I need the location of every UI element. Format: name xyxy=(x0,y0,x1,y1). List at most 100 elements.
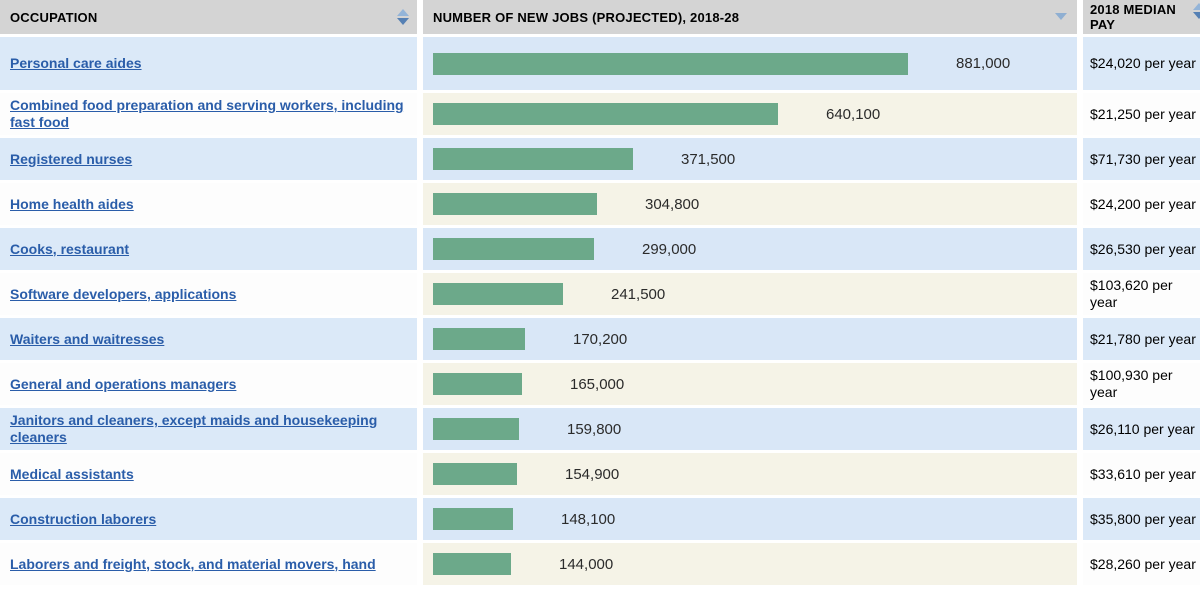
table-row: Laborers and freight, stock, and materia… xyxy=(0,543,1200,585)
sort-both-icon[interactable] xyxy=(1193,3,1200,19)
column-header-new-jobs-label: NUMBER OF NEW JOBS (PROJECTED), 2018-28 xyxy=(433,9,740,25)
median-pay-value: $103,620 per year xyxy=(1090,277,1173,310)
chevron-down-icon xyxy=(1055,13,1067,20)
new-jobs-bar xyxy=(433,328,525,350)
occupation-cell: Cooks, restaurant xyxy=(0,228,417,270)
new-jobs-cell: 299,000 xyxy=(423,228,1077,270)
occupation-link[interactable]: Waiters and waitresses xyxy=(10,330,165,347)
median-pay-value: $21,780 per year xyxy=(1090,330,1196,347)
new-jobs-cell: 304,800 xyxy=(423,183,1077,225)
new-jobs-value: 371,500 xyxy=(681,150,736,168)
occupation-cell: Construction laborers xyxy=(0,498,417,540)
new-jobs-value: 170,200 xyxy=(573,330,628,348)
sort-ascending-icon xyxy=(397,9,409,16)
median-pay-value: $24,200 per year xyxy=(1090,195,1196,212)
table-row: Waiters and waitresses 170,200 $21,780 p… xyxy=(0,318,1200,360)
occupation-link[interactable]: Personal care aides xyxy=(10,55,142,71)
median-pay-cell: $100,930 per year xyxy=(1083,363,1200,405)
column-header-occupation[interactable]: OCCUPATION xyxy=(0,0,417,34)
new-jobs-cell: 144,000 xyxy=(423,543,1077,585)
new-jobs-bar xyxy=(433,553,511,575)
new-jobs-value: 640,100 xyxy=(826,105,881,123)
new-jobs-bar xyxy=(433,373,522,395)
median-pay-value: $100,930 per year xyxy=(1090,367,1173,400)
occupation-link[interactable]: Registered nurses xyxy=(10,150,133,167)
sort-descending-icon[interactable] xyxy=(1055,13,1067,20)
occupation-cell: Laborers and freight, stock, and materia… xyxy=(0,543,417,585)
new-jobs-cell: 371,500 xyxy=(423,138,1077,180)
occupation-cell: Personal care aides xyxy=(0,37,417,90)
new-jobs-bar xyxy=(433,283,563,305)
new-jobs-value: 148,100 xyxy=(561,510,616,528)
median-pay-value: $35,800 per year xyxy=(1090,510,1196,527)
new-jobs-value: 299,000 xyxy=(642,240,697,258)
occupation-cell: General and operations managers xyxy=(0,363,417,405)
table-row: Medical assistants 154,900 $33,610 per y… xyxy=(0,453,1200,495)
sort-both-icon[interactable] xyxy=(397,9,409,25)
table-row: Registered nurses 371,500 $71,730 per ye… xyxy=(0,138,1200,180)
table-row: Combined food preparation and serving wo… xyxy=(0,93,1200,135)
occupation-link[interactable]: Software developers, applications xyxy=(10,285,237,302)
table-row: Personal care aides 881,000 $24,020 per … xyxy=(0,37,1200,90)
occupation-link[interactable]: Home health aides xyxy=(10,195,134,212)
median-pay-value: $71,730 per year xyxy=(1090,150,1196,167)
column-header-median-pay-label: 2018 MEDIAN PAY xyxy=(1090,2,1177,32)
median-pay-value: $28,260 per year xyxy=(1090,555,1196,572)
median-pay-value: $26,530 per year xyxy=(1090,240,1196,257)
occupation-link[interactable]: Laborers and freight, stock, and materia… xyxy=(10,555,376,572)
median-pay-cell: $24,020 per year xyxy=(1083,37,1200,90)
table-row: Home health aides 304,800 $24,200 per ye… xyxy=(0,183,1200,225)
median-pay-cell: $21,250 per year xyxy=(1083,93,1200,135)
new-jobs-cell: 170,200 xyxy=(423,318,1077,360)
median-pay-cell: $35,800 per year xyxy=(1083,498,1200,540)
occupation-cell: Home health aides xyxy=(0,183,417,225)
occupation-link[interactable]: Janitors and cleaners, except maids and … xyxy=(10,412,378,445)
new-jobs-cell: 165,000 xyxy=(423,363,1077,405)
table-row: General and operations managers 165,000 … xyxy=(0,363,1200,405)
occupation-cell: Registered nurses xyxy=(0,138,417,180)
new-jobs-value: 165,000 xyxy=(570,375,625,393)
new-jobs-value: 144,000 xyxy=(559,555,614,573)
median-pay-cell: $26,530 per year xyxy=(1083,228,1200,270)
table-body: Personal care aides 881,000 $24,020 per … xyxy=(0,37,1200,585)
new-jobs-cell: 881,000 xyxy=(423,37,1077,90)
table-header-row: OCCUPATION NUMBER OF NEW JOBS (PROJECTED… xyxy=(0,0,1200,34)
median-pay-cell: $28,260 per year xyxy=(1083,543,1200,585)
sort-ascending-icon xyxy=(1193,3,1200,10)
table-row: Cooks, restaurant 299,000 $26,530 per ye… xyxy=(0,228,1200,270)
occupation-link[interactable]: Combined food preparation and serving wo… xyxy=(10,97,404,130)
new-jobs-value: 159,800 xyxy=(567,420,622,438)
occupation-link[interactable]: Medical assistants xyxy=(10,465,134,482)
occupation-link[interactable]: Construction laborers xyxy=(10,510,157,527)
median-pay-value: $24,020 per year xyxy=(1090,55,1196,71)
occupation-link[interactable]: Cooks, restaurant xyxy=(10,240,130,257)
median-pay-value: $26,110 per year xyxy=(1090,420,1195,437)
occupation-cell: Combined food preparation and serving wo… xyxy=(0,93,417,135)
median-pay-cell: $21,780 per year xyxy=(1083,318,1200,360)
new-jobs-cell: 640,100 xyxy=(423,93,1077,135)
median-pay-cell: $26,110 per year xyxy=(1083,408,1200,450)
new-jobs-value: 881,000 xyxy=(956,55,1011,72)
occupation-link[interactable]: General and operations managers xyxy=(10,375,237,392)
new-jobs-cell: 154,900 xyxy=(423,453,1077,495)
new-jobs-bar xyxy=(433,463,517,485)
table-row: Janitors and cleaners, except maids and … xyxy=(0,408,1200,450)
table-row: Construction laborers 148,100 $35,800 pe… xyxy=(0,498,1200,540)
column-header-median-pay[interactable]: 2018 MEDIAN PAY xyxy=(1083,0,1200,34)
new-jobs-value: 241,500 xyxy=(611,285,666,303)
new-jobs-bar xyxy=(433,418,519,440)
sort-descending-icon xyxy=(1193,12,1200,19)
occupation-cell: Software developers, applications xyxy=(0,273,417,315)
occupation-cell: Medical assistants xyxy=(0,453,417,495)
new-jobs-bar xyxy=(433,508,513,530)
median-pay-cell: $24,200 per year xyxy=(1083,183,1200,225)
new-jobs-bar xyxy=(433,148,633,170)
column-header-new-jobs[interactable]: NUMBER OF NEW JOBS (PROJECTED), 2018-28 xyxy=(423,0,1077,34)
new-jobs-bar xyxy=(433,238,594,260)
new-jobs-bar xyxy=(433,103,778,125)
median-pay-cell: $103,620 per year xyxy=(1083,273,1200,315)
new-jobs-value: 154,900 xyxy=(565,465,620,483)
median-pay-value: $21,250 per year xyxy=(1090,105,1196,122)
new-jobs-bar xyxy=(433,52,908,75)
